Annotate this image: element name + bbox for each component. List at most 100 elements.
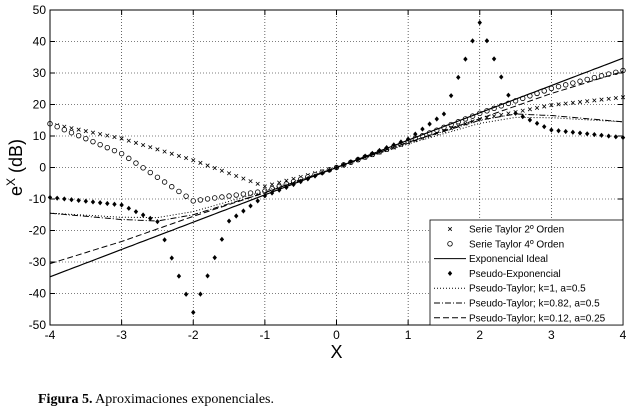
data-point bbox=[147, 169, 153, 176]
data-point bbox=[205, 163, 210, 168]
series-4 bbox=[47, 20, 626, 315]
data-point bbox=[226, 218, 232, 224]
y-tick-label: -10 bbox=[29, 192, 47, 206]
legend-label: Serie Taylor 4º Orden bbox=[469, 239, 564, 250]
data-point bbox=[570, 80, 576, 86]
data-point bbox=[420, 126, 425, 132]
legend-label: Exponencial Ideal bbox=[469, 254, 548, 265]
data-point bbox=[62, 196, 67, 202]
data-point bbox=[577, 130, 583, 136]
data-point bbox=[413, 131, 418, 137]
data-point bbox=[183, 193, 189, 199]
legend-label: Pseudo-Exponencial bbox=[469, 269, 561, 280]
legend-label: Pseudo-Taylor; k=0.82, a=0.5 bbox=[469, 299, 600, 310]
y-axis-label: eX (dB) bbox=[4, 139, 26, 196]
data-point bbox=[54, 195, 60, 201]
data-point bbox=[556, 102, 561, 107]
data-point bbox=[205, 273, 210, 279]
data-point bbox=[262, 193, 268, 199]
data-point bbox=[126, 155, 132, 162]
data-point bbox=[499, 74, 504, 80]
data-point bbox=[234, 213, 239, 219]
data-point bbox=[176, 273, 182, 279]
data-point bbox=[563, 101, 568, 106]
data-point bbox=[441, 111, 447, 117]
data-point bbox=[212, 195, 218, 201]
data-point bbox=[90, 199, 96, 205]
data-point bbox=[484, 38, 490, 44]
legend-marker bbox=[447, 270, 453, 276]
data-point bbox=[513, 110, 518, 116]
data-point bbox=[161, 179, 168, 185]
data-point bbox=[405, 136, 411, 142]
data-point bbox=[68, 129, 75, 136]
data-point bbox=[391, 142, 396, 148]
data-point bbox=[549, 127, 554, 133]
data-point bbox=[592, 131, 597, 138]
data-point bbox=[398, 139, 404, 145]
data-point bbox=[219, 194, 225, 200]
legend-box bbox=[429, 219, 624, 326]
legend-label: Pseudo-Taylor; k=1, a=0.5 bbox=[469, 284, 586, 295]
y-axis-label-superscript: X bbox=[4, 178, 18, 186]
legend-entry: Serie Taylor 4º Orden bbox=[447, 239, 564, 250]
data-point bbox=[563, 82, 569, 88]
data-point bbox=[555, 83, 562, 90]
data-point bbox=[584, 76, 590, 83]
data-point bbox=[198, 291, 203, 297]
data-point bbox=[69, 197, 74, 203]
x-tick-label: 3 bbox=[548, 328, 555, 342]
data-point bbox=[75, 132, 82, 139]
data-point bbox=[141, 142, 146, 148]
data-point bbox=[54, 124, 60, 130]
x-tick-label: 2 bbox=[476, 328, 483, 342]
data-point bbox=[133, 160, 139, 166]
legend-entry: Pseudo-Taylor; k=0.12, a=0.25 bbox=[434, 313, 606, 324]
data-point bbox=[90, 130, 96, 135]
data-point bbox=[61, 126, 68, 133]
data-point bbox=[477, 20, 482, 26]
data-point bbox=[585, 99, 590, 104]
data-point bbox=[155, 147, 160, 152]
data-point bbox=[277, 180, 282, 185]
data-point bbox=[542, 104, 547, 109]
data-point bbox=[520, 108, 525, 113]
legend-marker bbox=[447, 241, 453, 247]
y-tick-label: 40 bbox=[33, 35, 47, 49]
data-point bbox=[262, 184, 267, 189]
data-point bbox=[598, 73, 605, 79]
data-point bbox=[234, 173, 239, 179]
data-point bbox=[204, 196, 211, 202]
x-tick-label: 4 bbox=[620, 328, 627, 342]
data-point bbox=[427, 121, 432, 127]
data-point bbox=[570, 100, 575, 105]
data-point bbox=[269, 182, 275, 187]
data-point bbox=[83, 198, 89, 204]
data-point bbox=[542, 124, 547, 130]
data-point bbox=[549, 103, 554, 108]
data-point bbox=[613, 134, 619, 140]
x-tick-label: -1 bbox=[260, 328, 271, 342]
data-point bbox=[599, 97, 604, 102]
data-point bbox=[384, 145, 389, 151]
data-point bbox=[233, 192, 239, 198]
y-tick-label: 0 bbox=[39, 161, 46, 175]
data-point bbox=[606, 96, 611, 101]
data-point bbox=[248, 203, 253, 209]
legend: Serie Taylor 2º Orden Serie Taylor 4º Ord… bbox=[429, 219, 624, 326]
data-point bbox=[240, 191, 247, 197]
data-point bbox=[491, 56, 497, 62]
data-point bbox=[176, 188, 182, 195]
data-point bbox=[448, 93, 454, 99]
data-point bbox=[162, 237, 167, 243]
y-tick-label: -50 bbox=[29, 318, 47, 332]
caption-text: Aproximaciones exponenciales. bbox=[92, 392, 275, 407]
data-point bbox=[169, 151, 174, 156]
data-point bbox=[527, 117, 533, 123]
data-point bbox=[76, 127, 81, 132]
data-point bbox=[212, 166, 217, 171]
series-7 bbox=[49, 70, 624, 265]
data-point bbox=[591, 74, 598, 81]
data-point bbox=[212, 254, 217, 261]
